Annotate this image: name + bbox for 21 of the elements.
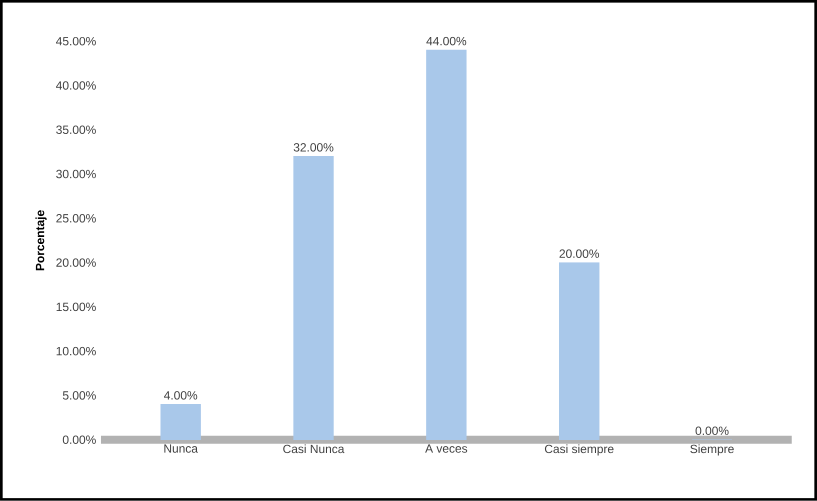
x-tick-label: Casi siempre — [544, 444, 614, 456]
data-label: 44.00% — [426, 36, 466, 46]
data-label: 4.00% — [164, 391, 198, 400]
y-tick-label: 15.00% — [56, 302, 96, 312]
y-tick-label: 5.00% — [62, 391, 96, 400]
y-axis-title: Porcentaje — [35, 210, 47, 270]
x-tick-label: A veces — [425, 444, 468, 453]
data-label: 0.00% — [696, 426, 729, 436]
y-tick-label: 20.00% — [56, 258, 96, 267]
data-label: 32.00% — [294, 143, 334, 152]
y-tick-label: 25.00% — [56, 214, 96, 223]
y-tick-label: 45.00% — [56, 37, 96, 46]
x-tick-label: Siempre — [690, 444, 734, 456]
y-tick-label: 0.00% — [62, 436, 96, 444]
y-tick-label: 10.00% — [56, 346, 96, 356]
y-tick-label: 40.00% — [56, 81, 96, 90]
y-tick-label: 35.00% — [56, 126, 96, 134]
x-tick-label: Nunca — [164, 444, 198, 453]
x-tick-label: Casi Nunca — [283, 444, 344, 454]
data-label: 20.00% — [560, 250, 600, 258]
y-tick-label: 30.00% — [56, 170, 96, 178]
